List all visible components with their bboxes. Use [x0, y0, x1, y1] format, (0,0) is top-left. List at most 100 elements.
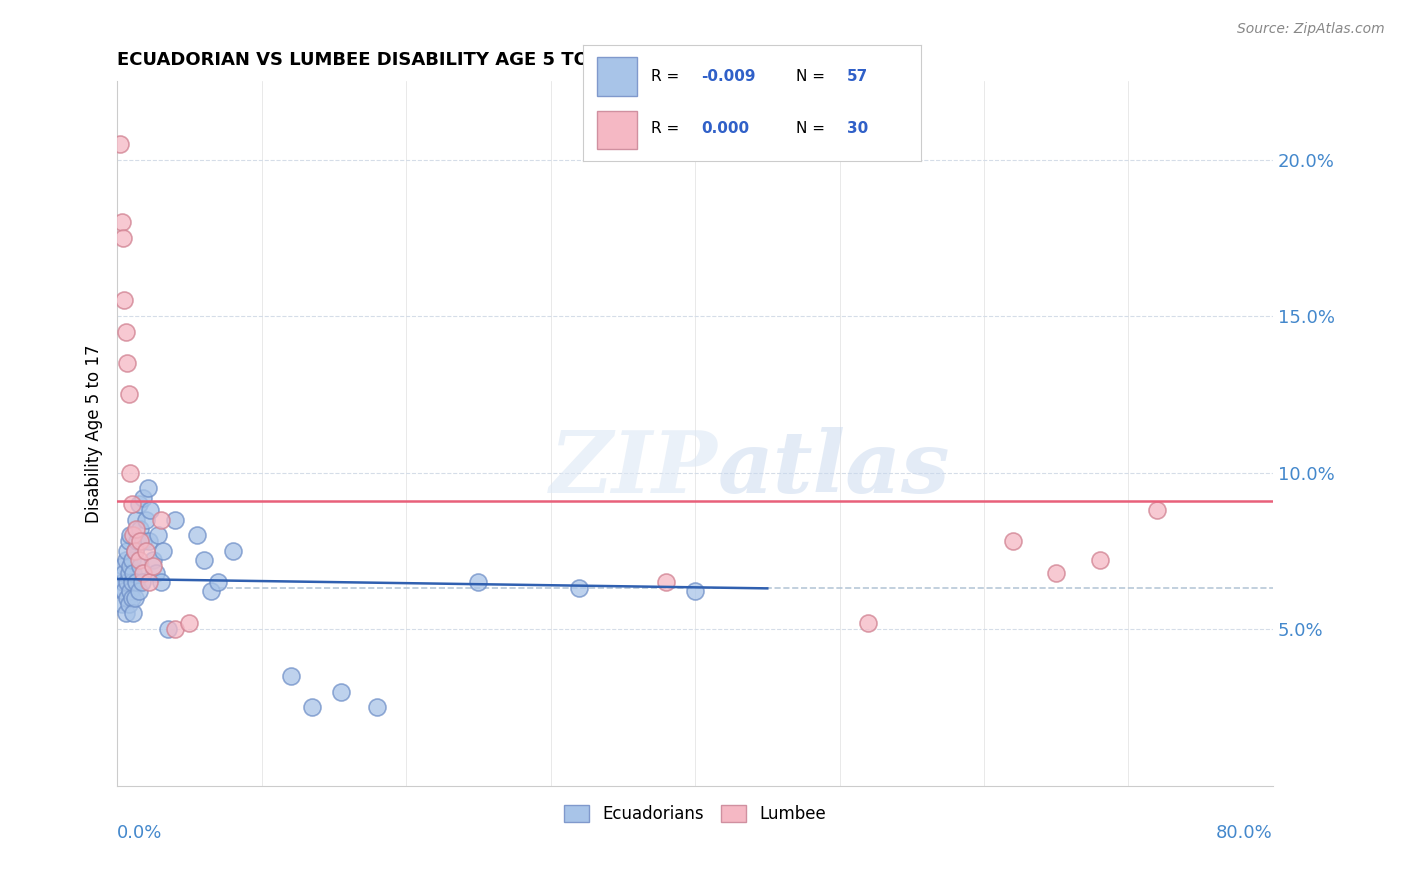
Point	[111, 575, 134, 590]
Point	[120, 528, 142, 542]
Point	[127, 534, 149, 549]
Point	[112, 293, 135, 308]
Point	[163, 512, 186, 526]
Point	[121, 497, 143, 511]
Point	[112, 584, 135, 599]
Point	[1146, 503, 1168, 517]
Point	[655, 575, 678, 590]
Text: Source: ZipAtlas.com: Source: ZipAtlas.com	[1237, 22, 1385, 37]
Point	[118, 534, 141, 549]
Point	[138, 575, 160, 590]
Text: 0.0%: 0.0%	[117, 824, 163, 842]
Point	[207, 575, 229, 590]
Point	[135, 512, 157, 526]
Point	[139, 503, 162, 517]
Point	[142, 559, 165, 574]
Point	[124, 591, 146, 605]
Text: 57: 57	[846, 69, 868, 84]
Point	[117, 544, 139, 558]
Point	[112, 566, 135, 580]
Point	[121, 575, 143, 590]
Point	[222, 544, 245, 558]
Point	[129, 534, 152, 549]
Point	[118, 387, 141, 401]
Point	[108, 582, 131, 596]
Text: atlas: atlas	[718, 427, 950, 510]
Point	[117, 356, 139, 370]
Point	[138, 534, 160, 549]
Point	[122, 607, 145, 621]
Point	[200, 584, 222, 599]
Point	[129, 559, 152, 574]
Point	[121, 553, 143, 567]
Point	[122, 566, 145, 580]
Point	[131, 575, 153, 590]
Point	[128, 497, 150, 511]
Point	[132, 534, 155, 549]
Point	[125, 575, 148, 590]
Point	[142, 553, 165, 567]
Point	[163, 622, 186, 636]
Point	[568, 582, 591, 596]
Point	[128, 584, 150, 599]
Point	[115, 553, 138, 567]
Point	[120, 559, 142, 574]
Text: ECUADORIAN VS LUMBEE DISABILITY AGE 5 TO 17 CORRELATION CHART: ECUADORIAN VS LUMBEE DISABILITY AGE 5 TO…	[117, 51, 842, 69]
Text: ZIP: ZIP	[550, 427, 718, 510]
Point	[111, 559, 134, 574]
FancyBboxPatch shape	[598, 111, 637, 149]
Text: 80.0%: 80.0%	[1216, 824, 1272, 842]
Point	[124, 544, 146, 558]
Text: R =: R =	[651, 121, 685, 136]
Point	[149, 575, 172, 590]
Point	[1045, 566, 1067, 580]
Point	[111, 231, 134, 245]
Legend: Ecuadorians, Lumbee: Ecuadorians, Lumbee	[558, 798, 832, 830]
Point	[110, 215, 132, 229]
Text: 0.000: 0.000	[702, 121, 749, 136]
Point	[115, 607, 138, 621]
Point	[280, 669, 302, 683]
Text: -0.009: -0.009	[702, 69, 756, 84]
Point	[179, 615, 201, 630]
Point	[121, 591, 143, 605]
Point	[129, 522, 152, 536]
Point	[146, 528, 169, 542]
Point	[301, 700, 323, 714]
Point	[118, 566, 141, 580]
Point	[115, 325, 138, 339]
Point	[120, 584, 142, 599]
Point	[1001, 534, 1024, 549]
Point	[467, 575, 489, 590]
Point	[118, 597, 141, 611]
Point	[1088, 553, 1111, 567]
Point	[149, 512, 172, 526]
Text: N =: N =	[796, 69, 830, 84]
Point	[683, 584, 706, 599]
Point	[117, 575, 139, 590]
Point	[132, 566, 155, 580]
Point	[128, 553, 150, 567]
Point	[132, 491, 155, 505]
Point	[145, 566, 167, 580]
Text: N =: N =	[796, 121, 830, 136]
Point	[366, 700, 388, 714]
Point	[330, 684, 353, 698]
Point	[110, 597, 132, 611]
Point	[122, 528, 145, 542]
Point	[124, 544, 146, 558]
Point	[136, 481, 159, 495]
Point	[125, 522, 148, 536]
Point	[858, 615, 880, 630]
Point	[193, 553, 215, 567]
Point	[117, 591, 139, 605]
Point	[152, 544, 174, 558]
Point	[186, 528, 208, 542]
Point	[156, 622, 179, 636]
FancyBboxPatch shape	[598, 57, 637, 95]
Point	[120, 466, 142, 480]
Text: 30: 30	[846, 121, 868, 136]
Y-axis label: Disability Age 5 to 17: Disability Age 5 to 17	[86, 344, 103, 523]
Point	[135, 544, 157, 558]
Text: R =: R =	[651, 69, 685, 84]
